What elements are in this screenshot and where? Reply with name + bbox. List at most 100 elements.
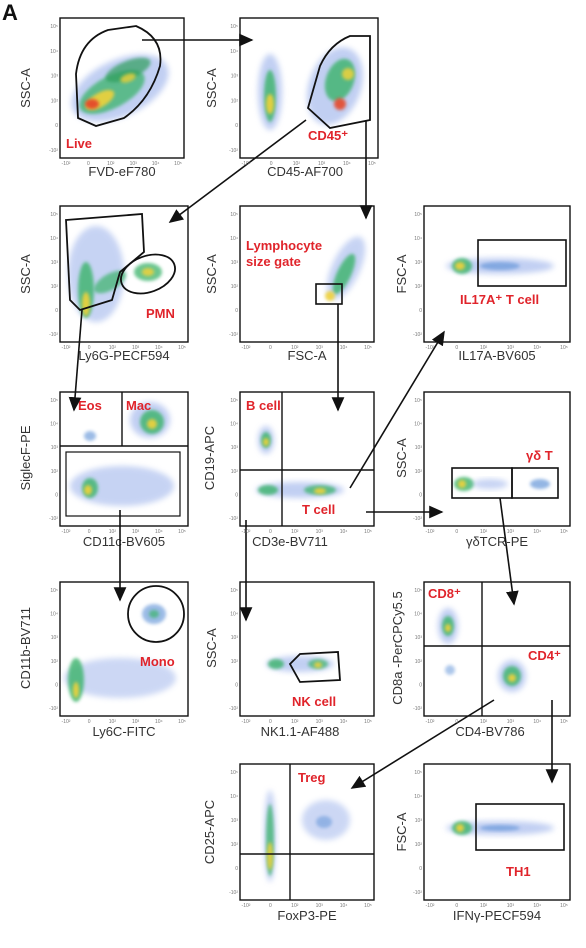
y-tick-label: 10⁴	[230, 422, 238, 428]
y-tick-label: 0	[235, 682, 238, 688]
panel-treg: Treg FoxP3-PE CD25-APC	[202, 763, 375, 923]
y-tick-label: 10⁵	[414, 770, 422, 776]
x-tick-label: 10⁵	[368, 161, 376, 167]
y-tick-label: 10⁵	[50, 398, 58, 404]
y-tick-label: -10²	[229, 332, 238, 338]
y-tick-label: 10²	[415, 842, 423, 848]
x-tick-label: 10²	[291, 903, 299, 909]
y-tick-label: 0	[55, 308, 58, 314]
y-tick-label: 10⁴	[230, 794, 238, 800]
x-tick-label: 10³	[132, 529, 140, 535]
y-tick-label: 10³	[231, 635, 239, 641]
y-tick-label: 10⁵	[414, 212, 422, 218]
density-cloud	[438, 608, 526, 692]
x-tick-label: 10⁴	[533, 719, 541, 725]
y-tick-label: 10²	[51, 659, 59, 665]
x-tick-label: 10⁴	[340, 719, 348, 725]
y-tick-label: -10²	[229, 890, 238, 896]
gate-label-mono: Mono	[140, 654, 175, 669]
x-tick-label: 10⁵	[560, 529, 568, 535]
y-tick-label: 10²	[51, 98, 59, 104]
gate-label-treg: Treg	[298, 770, 326, 785]
panel-b-t: B cell T cell CD3e-BV711 CD19-APC	[202, 391, 375, 549]
x-tick-label: 10⁴	[152, 161, 160, 167]
x-tick-label: 10³	[130, 161, 138, 167]
x-tick-label: 10²	[107, 161, 115, 167]
x-axis-label: FSC-A	[288, 348, 327, 363]
panel-cd4-cd8: CD8⁺ CD4⁺ CD4-BV786 CD8a -PerCPCy5.5	[390, 581, 571, 739]
x-tick-label: 10⁵	[560, 903, 568, 909]
y-tick-label: 10²	[231, 284, 239, 290]
y-tick-label: -10²	[413, 516, 422, 522]
y-tick-label: -10²	[413, 706, 422, 712]
y-tick-label: -10²	[49, 706, 58, 712]
gate-label-size-gate: size gate	[246, 254, 301, 269]
y-tick-label: 0	[235, 308, 238, 314]
y-tick-label: 10²	[51, 469, 59, 475]
y-axis-label: SSC-A	[204, 628, 219, 668]
density-cloud	[258, 47, 364, 130]
gate-label-live: Live	[66, 136, 92, 151]
panel-eos-mac: Eos Mac CD11c-BV605 SiglecF-PE	[18, 391, 189, 549]
density-cloud	[266, 656, 334, 672]
x-tick-label: 10⁴	[340, 529, 348, 535]
y-tick-label: 10⁴	[414, 794, 422, 800]
y-tick-label: 10⁴	[230, 236, 238, 242]
y-tick-label: 10⁵	[414, 588, 422, 594]
density-cloud	[71, 54, 169, 122]
x-tick-label: 10⁵	[364, 903, 372, 909]
x-tick-label: 10³	[507, 719, 515, 725]
y-tick-label: -10²	[229, 148, 238, 154]
y-tick-label: -10²	[413, 890, 422, 896]
x-axis-label: Ly6C-FITC	[92, 724, 155, 739]
y-tick-label: 10⁵	[230, 24, 238, 30]
cd11c-gate	[65, 451, 181, 517]
y-tick-label: 0	[419, 866, 422, 872]
density-cloud	[64, 604, 176, 702]
x-axis-label: CD45-AF700	[267, 164, 343, 179]
y-tick-label: 0	[235, 492, 238, 498]
x-tick-label: -10²	[242, 529, 251, 535]
y-tick-label: 10⁵	[50, 24, 58, 30]
x-tick-label: 0	[455, 345, 458, 351]
x-tick-label: 10⁵	[560, 345, 568, 351]
y-tick-label: 10³	[231, 818, 239, 824]
gate-label-cd8: CD8⁺	[428, 586, 461, 601]
x-tick-label: 0	[270, 161, 273, 167]
y-tick-label: -10²	[49, 516, 58, 522]
x-tick-label: 0	[88, 345, 91, 351]
x-axis-label: Ly6G-PECF594	[78, 348, 169, 363]
x-tick-label: -10²	[242, 161, 251, 167]
x-tick-label: 10⁴	[533, 345, 541, 351]
x-tick-label: 10⁵	[178, 719, 186, 725]
y-tick-label: 10⁴	[50, 612, 58, 618]
x-tick-label: 10²	[109, 345, 117, 351]
x-tick-label: 10⁵	[560, 719, 568, 725]
x-tick-label: 10²	[109, 529, 117, 535]
y-axis-label: SiglecF-PE	[18, 425, 33, 490]
y-tick-label: 10³	[51, 445, 59, 451]
x-tick-label: 10⁴	[343, 161, 351, 167]
gate-label-eos: Eos	[78, 398, 102, 413]
y-axis-label: FSC-A	[394, 254, 409, 293]
live-gate	[75, 25, 162, 127]
y-tick-label: 10⁴	[230, 612, 238, 618]
gate-label-t-cell: T cell	[302, 502, 335, 517]
panel-letter: A	[2, 0, 18, 25]
y-tick-label: 10³	[415, 818, 423, 824]
arrow-bt-to-il17	[349, 330, 445, 489]
x-tick-label: 10³	[507, 529, 515, 535]
y-tick-label: 10⁵	[414, 398, 422, 404]
x-tick-label: 10⁵	[178, 345, 186, 351]
x-tick-label: 0	[269, 903, 272, 909]
x-tick-label: -10²	[426, 345, 435, 351]
x-axis-label: γδTCR-PE	[466, 534, 528, 549]
y-tick-label: -10²	[49, 148, 58, 154]
y-tick-label: 10⁴	[230, 49, 238, 55]
x-tick-label: 10²	[293, 161, 301, 167]
y-tick-label: 10⁵	[230, 398, 238, 404]
y-tick-label: 10⁴	[50, 49, 58, 55]
x-axis-label: CD4-BV786	[455, 724, 524, 739]
x-tick-label: 10²	[291, 719, 299, 725]
pmn-gate	[120, 253, 176, 295]
